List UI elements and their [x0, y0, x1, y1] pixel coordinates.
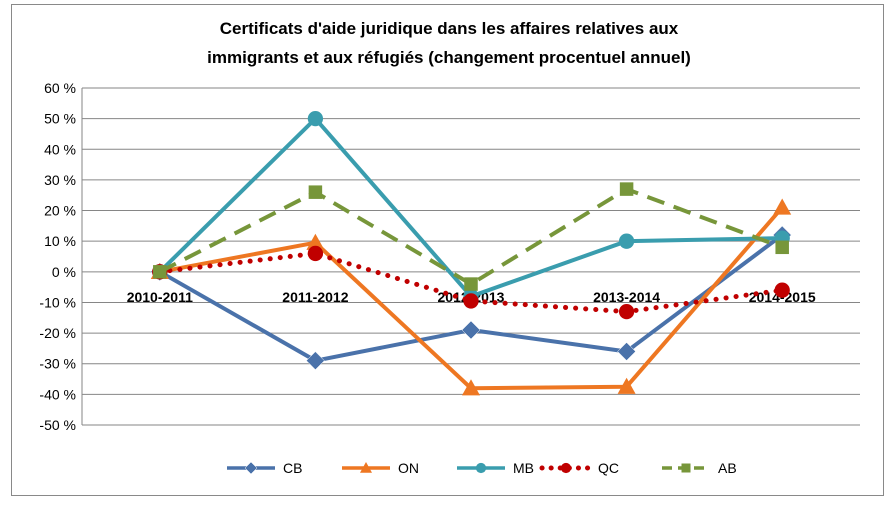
data-point	[773, 198, 792, 215]
chart-title-line-2: immigrants et aux réfugiés (changement p…	[207, 48, 691, 67]
legend-label: CB	[283, 460, 302, 476]
y-tick-label: 40 %	[44, 141, 76, 157]
legend-swatch-marker	[244, 461, 258, 475]
series-line	[158, 187, 783, 287]
data-point	[464, 277, 478, 291]
data-point	[461, 320, 481, 340]
y-tick-label: 50 %	[44, 111, 76, 127]
grid	[82, 87, 860, 426]
legend-label: MB	[513, 460, 534, 476]
chart-frame: Certificats d'aide juridique dans les af…	[11, 4, 884, 496]
legend-swatch-marker	[475, 462, 487, 474]
legend-swatch-marker	[560, 462, 572, 474]
y-tick-label: 30 %	[44, 172, 76, 188]
series-line	[158, 116, 783, 299]
legend-label: ON	[398, 460, 419, 476]
legend-item-cb: CB	[227, 460, 302, 476]
legend-swatch-marker	[681, 463, 691, 473]
y-axis: 60 % 50 % 40 % 30 % 20 % 10 % 0 % -10 % -20 % -30…	[39, 80, 83, 433]
data-point	[306, 351, 325, 371]
y-tick-label: -30 %	[39, 356, 76, 372]
y-tick-label: -50 %	[39, 417, 76, 433]
data-point	[619, 182, 634, 196]
series-ab	[153, 182, 789, 291]
legend: CB ON MB QC AB	[227, 460, 737, 476]
y-tick-label: 20 %	[44, 203, 76, 219]
data-point	[775, 240, 789, 255]
data-point	[307, 245, 324, 262]
data-point	[306, 233, 325, 250]
y-tick-label: -40 %	[39, 386, 76, 402]
x-tick-label: 2011-2012	[282, 289, 348, 305]
line-chart: Certificats d'aide juridique dans les af…	[39, 19, 860, 476]
series-mb	[152, 110, 790, 304]
chart-title: Certificats d'aide juridique dans les af…	[207, 19, 691, 67]
legend-label: QC	[598, 460, 619, 476]
legend-item-qc: QC	[539, 460, 619, 476]
data-point	[774, 282, 790, 298]
chart-title-line-1: Certificats d'aide juridique dans les af…	[220, 19, 679, 38]
series-on	[150, 198, 792, 396]
data-point	[617, 342, 636, 361]
data-point	[153, 265, 167, 279]
y-tick-label: -10 %	[39, 294, 76, 310]
x-tick-label: 2013-2014	[593, 289, 660, 305]
data-point	[618, 233, 635, 249]
legend-label: AB	[718, 460, 737, 476]
y-tick-label: 60 %	[44, 80, 76, 96]
legend-item-on: ON	[342, 460, 419, 476]
y-tick-label: -20 %	[39, 325, 76, 341]
data-point	[617, 377, 636, 394]
data-point	[307, 110, 324, 127]
data-point	[618, 303, 635, 320]
legend-item-ab: AB	[662, 460, 737, 476]
y-tick-label: 10 %	[44, 233, 76, 249]
legend-swatch-marker	[360, 462, 372, 473]
legend-item-mb: MB	[457, 460, 534, 476]
data-point	[308, 185, 323, 199]
data-point	[462, 379, 480, 396]
x-tick-label: 2010-2011	[127, 289, 193, 305]
series-line	[157, 250, 785, 315]
y-tick-label: 0 %	[52, 264, 76, 280]
data-point	[463, 293, 479, 309]
series-lines	[150, 110, 792, 396]
